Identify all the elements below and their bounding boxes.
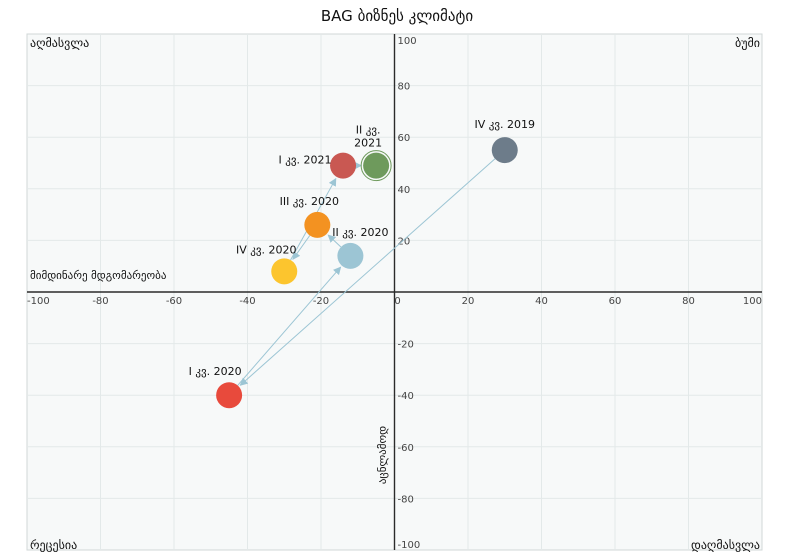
point-label: II კვ. 2021: [354, 124, 382, 150]
y-tick-label: -20: [398, 340, 414, 351]
data-point: [271, 258, 298, 285]
y-tick-label: 40: [398, 185, 411, 196]
point-labels: IV კვ. 2019 I კვ. 2020 II კვ. 2020 III კვ. …: [189, 118, 535, 378]
axes: [27, 34, 762, 550]
y-tick-label: 100: [398, 36, 417, 47]
quadrant-bottom-left-label: რეცესია: [30, 538, 77, 552]
x-tick-label: 20: [462, 296, 475, 307]
point-label: IV კვ. 2020: [236, 243, 297, 256]
y-tick-label: -100: [398, 540, 421, 551]
point-label: IV კვ. 2019: [474, 118, 535, 131]
point-label: I კვ. 2021: [279, 154, 332, 167]
x-tick-label: -100: [27, 296, 50, 307]
quadrant-bottom-right-label: დაღმასვლა: [691, 538, 760, 552]
data-point: [491, 137, 518, 164]
data-points: [216, 137, 518, 409]
y-tick-label: -60: [398, 443, 414, 454]
latest-point-ring: [360, 150, 392, 182]
data-point: [363, 152, 390, 179]
chart-title: BAG ბიზნეს კლიმატი: [321, 7, 473, 25]
quadrant-top-right-label: ბუმი: [735, 36, 760, 50]
x-tick-labels: -100 -80 -60 -40 -20 0 20 40 60 80 100: [27, 296, 762, 307]
trajectory-arrow: [327, 234, 342, 248]
x-tick-label: 0: [394, 296, 400, 307]
point-label: I კვ. 2020: [189, 365, 242, 378]
trajectory-arrow: [292, 235, 311, 260]
x-tick-label: 40: [535, 296, 548, 307]
y-tick-label: -80: [398, 494, 414, 505]
x-tick-label: -40: [239, 296, 255, 307]
point-label: III კვ. 2020: [280, 195, 339, 208]
x-tick-label: -20: [313, 296, 329, 307]
trajectory-arrow: [237, 266, 342, 386]
x-tick-label: 80: [682, 296, 695, 307]
data-point: [304, 211, 331, 238]
x-axis-label: მიმდინარე მდგომარეობა: [30, 269, 167, 282]
data-point: [330, 152, 357, 179]
y-tick-label: 20: [398, 236, 411, 247]
data-point: [337, 242, 364, 269]
x-tick-label: -80: [92, 296, 108, 307]
trajectory-arrow: [239, 158, 496, 386]
point-label: II კვ. 2020: [332, 226, 388, 239]
y-tick-label: 80: [398, 82, 411, 93]
x-tick-label: 100: [743, 296, 762, 307]
quadrant-top-left-label: აღმასვლა: [30, 36, 89, 50]
data-point: [216, 382, 243, 409]
y-tick-labels: 100 80 60 40 20 -20 -40 -60 -80 -100: [398, 36, 421, 551]
y-axis-label: აცნლამოდ: [376, 426, 389, 484]
x-tick-label: 60: [609, 296, 622, 307]
y-tick-label: 60: [398, 133, 411, 144]
x-tick-label: -60: [166, 296, 182, 307]
y-tick-label: -40: [398, 391, 414, 402]
